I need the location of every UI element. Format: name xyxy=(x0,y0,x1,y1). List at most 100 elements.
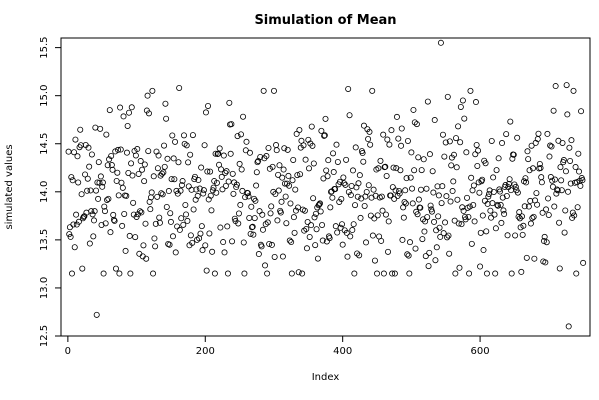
data-point xyxy=(387,192,394,199)
data-point xyxy=(115,146,122,153)
data-point xyxy=(556,219,563,226)
data-point xyxy=(357,214,364,221)
data-point xyxy=(97,173,104,180)
data-point xyxy=(172,249,179,256)
data-point xyxy=(547,142,554,149)
data-point xyxy=(343,229,350,236)
data-point xyxy=(188,186,195,193)
data-point xyxy=(91,208,98,215)
data-point xyxy=(426,249,433,256)
data-point xyxy=(466,203,473,210)
data-point xyxy=(341,180,348,187)
data-point xyxy=(123,149,130,156)
data-point xyxy=(409,185,416,192)
data-point xyxy=(407,174,414,181)
data-point xyxy=(241,270,248,277)
data-point xyxy=(540,238,547,245)
data-point xyxy=(323,167,330,174)
data-point xyxy=(438,200,445,207)
data-point xyxy=(558,177,565,184)
data-point xyxy=(352,144,359,151)
data-point xyxy=(433,227,440,234)
data-point xyxy=(118,179,125,186)
data-point xyxy=(450,151,457,158)
data-point xyxy=(359,150,366,157)
data-point xyxy=(127,270,134,277)
data-point xyxy=(312,242,319,249)
data-point xyxy=(301,207,308,214)
data-point xyxy=(471,218,478,225)
data-point xyxy=(93,187,100,194)
data-point xyxy=(531,255,538,262)
data-point xyxy=(273,142,280,149)
data-point xyxy=(573,270,580,277)
data-point xyxy=(477,263,484,270)
data-point xyxy=(246,149,253,156)
data-point xyxy=(488,214,495,221)
data-point xyxy=(104,162,111,169)
data-point xyxy=(494,202,501,209)
data-point xyxy=(90,217,97,224)
data-point xyxy=(490,174,497,181)
data-point xyxy=(100,270,107,277)
data-point xyxy=(234,133,241,140)
data-point xyxy=(503,131,510,138)
data-point xyxy=(235,210,242,217)
data-point xyxy=(111,217,118,224)
data-point xyxy=(149,87,156,94)
data-point xyxy=(347,192,354,199)
data-point xyxy=(544,130,551,137)
data-point xyxy=(88,151,95,158)
data-point xyxy=(497,201,504,208)
data-point xyxy=(265,144,272,151)
data-point xyxy=(218,166,225,173)
data-point xyxy=(135,170,142,177)
data-point xyxy=(178,182,185,189)
x-tick-label: 600 xyxy=(471,346,490,357)
data-point xyxy=(561,229,568,236)
data-point xyxy=(435,192,442,199)
data-point xyxy=(170,155,177,162)
data-point xyxy=(291,229,298,236)
data-point xyxy=(518,268,525,275)
data-point xyxy=(336,178,343,185)
data-point xyxy=(71,244,78,251)
data-point xyxy=(128,104,135,111)
data-point xyxy=(184,217,191,224)
data-point xyxy=(492,270,499,277)
data-point xyxy=(97,125,104,132)
data-point xyxy=(73,211,80,218)
data-point xyxy=(506,176,513,183)
data-point xyxy=(457,139,464,146)
data-point xyxy=(388,127,395,134)
data-point xyxy=(466,270,473,277)
data-point xyxy=(141,161,148,168)
data-point xyxy=(488,137,495,144)
data-point xyxy=(106,107,113,114)
data-point xyxy=(271,253,278,260)
data-point xyxy=(516,209,523,216)
data-point xyxy=(444,234,451,241)
data-point xyxy=(248,203,255,210)
data-point xyxy=(473,141,480,148)
data-point xyxy=(437,233,444,240)
data-point xyxy=(216,145,223,152)
data-point xyxy=(571,212,578,219)
data-point xyxy=(87,187,94,194)
data-point xyxy=(559,139,566,146)
data-point xyxy=(140,242,147,249)
data-point xyxy=(515,213,522,220)
data-point xyxy=(345,85,352,92)
data-point xyxy=(259,226,266,233)
data-point xyxy=(441,153,448,160)
data-point xyxy=(371,215,378,222)
data-point xyxy=(461,115,468,122)
data-point xyxy=(257,153,264,160)
data-point xyxy=(371,257,378,264)
data-point xyxy=(525,156,532,163)
data-point xyxy=(474,162,481,169)
data-point xyxy=(321,132,328,139)
data-point xyxy=(349,227,356,234)
data-point xyxy=(270,188,277,195)
data-point xyxy=(356,172,363,179)
